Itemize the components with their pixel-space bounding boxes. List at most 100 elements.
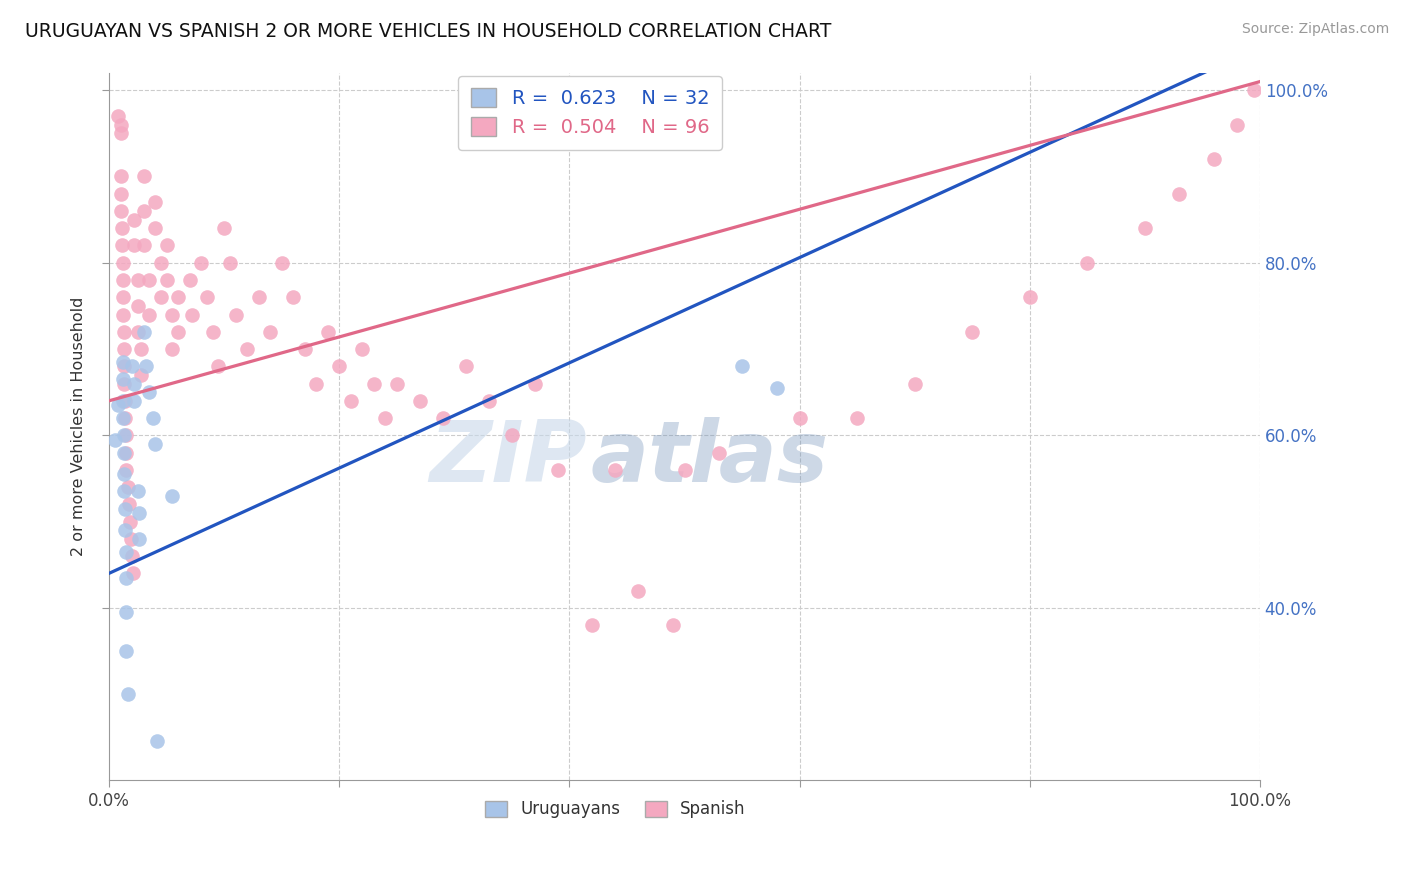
Point: [478, 393, 501, 408]
Point: [110, 118, 132, 132]
Point: [131, 342, 153, 356]
Point: [117, 687, 139, 701]
Legend: Uruguayans, Spanish: Uruguayans, Spanish: [478, 794, 752, 825]
Point: [110, 169, 132, 184]
Point: [124, 393, 146, 408]
Point: [118, 515, 141, 529]
Point: [128, 532, 150, 546]
Point: [1133, 221, 1156, 235]
Point: [167, 325, 190, 339]
Point: [1243, 83, 1265, 97]
Point: [112, 376, 135, 391]
Point: [236, 342, 259, 356]
Point: [162, 308, 184, 322]
Point: [111, 221, 134, 235]
Point: [149, 290, 172, 304]
Point: [127, 299, 149, 313]
Point: [118, 497, 141, 511]
Point: [111, 308, 134, 322]
Point: [110, 186, 132, 201]
Point: [111, 290, 134, 304]
Point: [181, 308, 204, 322]
Point: [162, 342, 184, 356]
Point: [142, 411, 165, 425]
Point: [1202, 153, 1225, 167]
Point: [135, 359, 157, 374]
Point: [127, 273, 149, 287]
Point: [111, 238, 134, 252]
Point: [259, 325, 281, 339]
Point: [673, 463, 696, 477]
Point: [112, 359, 135, 374]
Point: [201, 325, 224, 339]
Point: [104, 433, 127, 447]
Point: [107, 109, 129, 123]
Point: [111, 355, 134, 369]
Point: [316, 325, 339, 339]
Point: [605, 463, 627, 477]
Point: [523, 376, 546, 391]
Point: [156, 238, 179, 252]
Point: [143, 195, 166, 210]
Point: [731, 359, 754, 374]
Point: [114, 523, 136, 537]
Point: [432, 411, 454, 425]
Point: [111, 256, 134, 270]
Point: [179, 273, 201, 287]
Point: [352, 342, 374, 356]
Point: [115, 428, 138, 442]
Point: [195, 290, 218, 304]
Point: [627, 583, 650, 598]
Point: [149, 256, 172, 270]
Point: [409, 393, 432, 408]
Point: [212, 221, 235, 235]
Point: [107, 398, 129, 412]
Point: [110, 127, 132, 141]
Point: [114, 393, 136, 408]
Point: [112, 467, 135, 481]
Point: [270, 256, 292, 270]
Point: [340, 393, 363, 408]
Point: [124, 212, 146, 227]
Point: [1018, 290, 1040, 304]
Point: [305, 376, 328, 391]
Point: [112, 325, 135, 339]
Point: [374, 411, 396, 425]
Point: [138, 385, 160, 400]
Point: [247, 290, 270, 304]
Point: [707, 445, 730, 459]
Point: [121, 359, 143, 374]
Point: [143, 221, 166, 235]
Point: [111, 411, 134, 425]
Point: [121, 549, 143, 563]
Point: [115, 463, 138, 477]
Point: [115, 545, 138, 559]
Point: [385, 376, 408, 391]
Point: [124, 238, 146, 252]
Point: [112, 428, 135, 442]
Point: [114, 411, 136, 425]
Point: [454, 359, 477, 374]
Point: [156, 273, 179, 287]
Point: [115, 445, 138, 459]
Point: [111, 372, 134, 386]
Point: [501, 428, 523, 442]
Point: [143, 437, 166, 451]
Point: [122, 566, 145, 581]
Point: [146, 734, 169, 748]
Point: [547, 463, 569, 477]
Point: [132, 169, 155, 184]
Point: [110, 204, 132, 219]
Point: [124, 376, 146, 391]
Point: [132, 238, 155, 252]
Point: [1076, 256, 1098, 270]
Point: [127, 325, 149, 339]
Point: [115, 571, 138, 585]
Point: [111, 393, 134, 408]
Point: [190, 256, 212, 270]
Point: [115, 605, 138, 619]
Text: URUGUAYAN VS SPANISH 2 OR MORE VEHICLES IN HOUSEHOLD CORRELATION CHART: URUGUAYAN VS SPANISH 2 OR MORE VEHICLES …: [25, 22, 832, 41]
Point: [131, 368, 153, 382]
Point: [219, 256, 242, 270]
Point: [581, 618, 603, 632]
